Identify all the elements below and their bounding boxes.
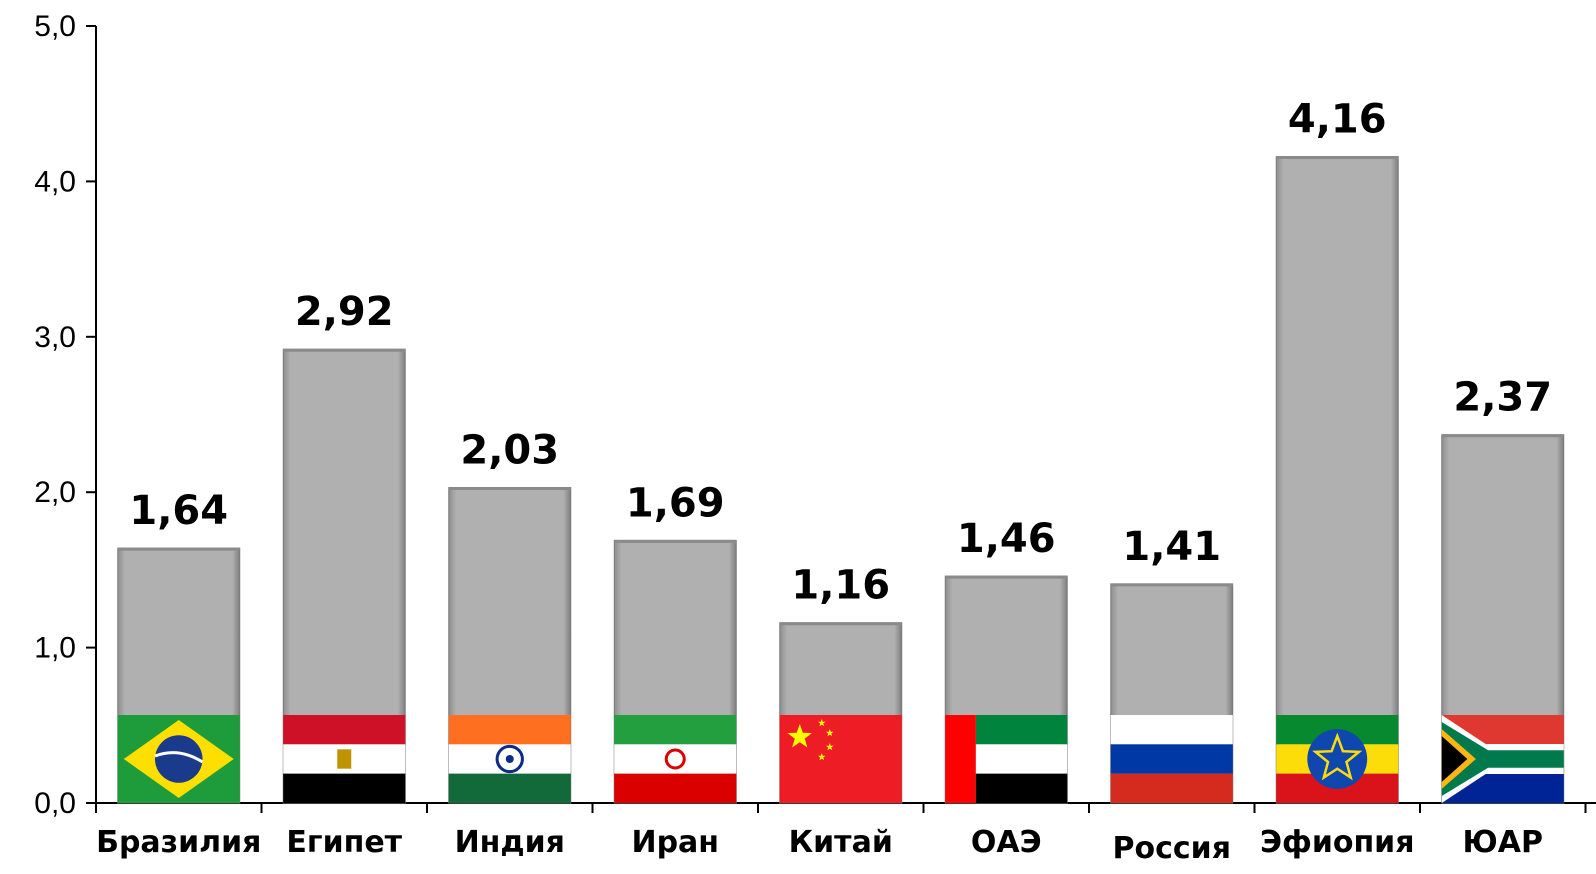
uae-flag-icon <box>945 715 1068 803</box>
south-africa-flag-icon <box>1441 715 1564 803</box>
x-tick-label: Россия <box>1113 831 1231 866</box>
y-tick-label: 5,0 <box>34 10 76 43</box>
ethiopia-flag-icon <box>1276 715 1399 803</box>
bars <box>117 156 1565 804</box>
x-tick-label: ЮАР <box>1463 825 1543 860</box>
bar <box>1275 156 1399 804</box>
data-label: 2,92 <box>295 289 394 335</box>
y-tick-label: 1,0 <box>34 632 76 665</box>
x-tick-label: Бразилия <box>96 825 261 860</box>
data-label: 1,41 <box>1122 524 1221 570</box>
india-flag-icon <box>448 715 571 803</box>
data-label: 1,64 <box>129 488 228 534</box>
brazil-flag-icon <box>117 715 240 803</box>
y-tick-label: 3,0 <box>34 321 76 354</box>
data-label: 1,69 <box>626 480 725 526</box>
data-label: 2,37 <box>1453 375 1552 421</box>
x-tick-label: Индия <box>455 825 565 860</box>
data-label: 1,46 <box>957 516 1056 562</box>
x-tick-label: Китай <box>789 825 893 860</box>
y-tick-label: 2,0 <box>34 476 76 509</box>
x-tick-label: Эфиопия <box>1260 825 1414 860</box>
y-tick-label: 4,0 <box>34 165 76 198</box>
x-tick-label: Египет <box>286 825 402 860</box>
labels: 1,64 Бразилия 2,92 Египет 2,03 Индия 1,69 Иран 1… <box>96 97 1552 866</box>
x-tick-label: Иран <box>631 825 719 860</box>
data-label: 4,16 <box>1288 97 1387 143</box>
data-label: 1,16 <box>791 563 890 609</box>
y-tick-label: 0,0 <box>34 787 76 820</box>
data-label: 2,03 <box>460 428 559 474</box>
china-flag-icon <box>779 715 902 803</box>
russia-flag-icon <box>1110 715 1233 803</box>
egypt-flag-icon <box>283 715 406 803</box>
x-tick-label: ОАЭ <box>971 825 1042 860</box>
iran-flag-icon <box>614 715 737 803</box>
